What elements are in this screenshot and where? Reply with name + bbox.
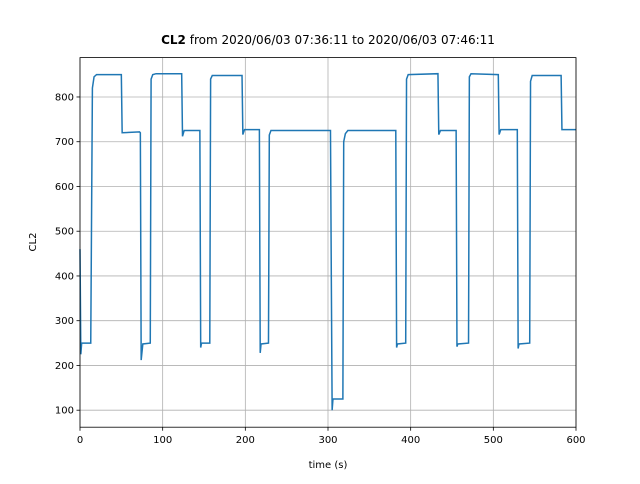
- x-tick-label: 200: [236, 435, 255, 446]
- data-line: [79, 72, 576, 411]
- y-tick-label: 500: [55, 227, 74, 238]
- y-tick-label: 200: [55, 361, 74, 372]
- plot-frame: [79, 57, 577, 428]
- y-tick-label: 100: [55, 406, 74, 417]
- x-tick-label: 600: [566, 435, 585, 446]
- chart-title: CL2 from 2020/06/03 07:36:11 to 2020/06/…: [161, 33, 495, 47]
- y-tick-label: 800: [55, 92, 74, 103]
- y-tick-label: 700: [55, 137, 74, 148]
- y-tick-label: 400: [55, 271, 74, 282]
- x-tick-label: 100: [153, 435, 172, 446]
- x-tick-label: 400: [401, 435, 420, 446]
- title-bold: CL2: [161, 33, 186, 47]
- x-tick-label: 0: [77, 435, 83, 446]
- y-tick-label: 600: [55, 182, 74, 193]
- y-axis-label: CL2: [28, 233, 39, 252]
- x-tick-label: 300: [318, 435, 337, 446]
- x-tick-label: 500: [484, 435, 503, 446]
- y-tick-label: 300: [55, 316, 74, 327]
- x-axis-label: time (s): [309, 460, 348, 471]
- title-rest: from 2020/06/03 07:36:11 to 2020/06/03 0…: [190, 33, 495, 47]
